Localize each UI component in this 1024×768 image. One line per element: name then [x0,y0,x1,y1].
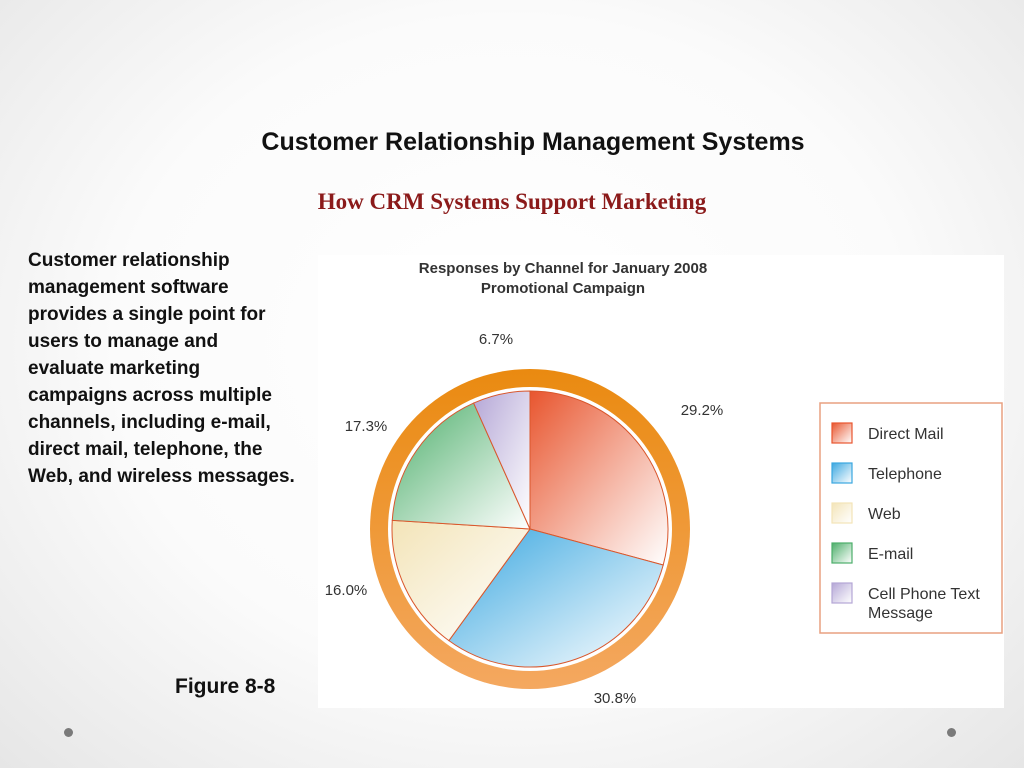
legend-swatch-direct-mail [831,422,853,444]
pie-label-cell-phone-text-message: 6.7% [479,331,513,348]
pie-slice-e-mail [391,402,531,530]
body-text: Customer relationship management softwar… [28,250,295,487]
legend-swatch-e-mail [831,542,853,564]
chart-title: Responses by Channel for January 2008 Pro… [419,260,707,297]
pie-slice-telephone [448,528,664,668]
slide-title: Customer Relationship Management Systems [261,128,805,156]
figure-label: Figure 8-8 [175,675,276,698]
legend-label-direct-mail: Direct Mail [868,426,944,443]
chart-panel: Responses by Channel for January 2008 Pro… [318,255,1004,708]
pie-label-web: 16.0% [325,582,368,599]
pie-slice-direct-mail [529,390,669,566]
legend-label-telephone: Telephone [868,466,942,483]
pie-label-e-mail: 17.3% [345,418,388,435]
pie-chart: Responses by Channel for January 2008 Pro… [325,260,1003,707]
pie-label-direct-mail: 29.2% [681,402,724,419]
pie-label-telephone: 30.8% [594,690,637,707]
legend-label-cell-phone-text-message: Cell Phone Text Message [868,586,980,622]
legend-swatch-telephone [831,462,853,484]
nav-dot-right [947,728,956,737]
legend-label-e-mail: E-mail [868,546,913,563]
legend-swatch-cell-phone-text-message [831,582,853,604]
legend-label-web: Web [868,506,901,523]
nav-dot-left [64,728,73,737]
pie-slice-cell-phone-text-message [472,390,531,530]
slide-subtitle: How CRM Systems Support Marketing [317,189,707,214]
pie-slice-web [391,519,531,642]
legend-swatch-web [831,502,853,524]
